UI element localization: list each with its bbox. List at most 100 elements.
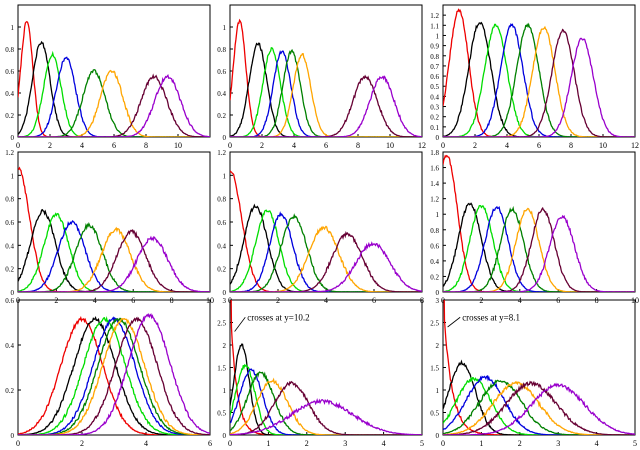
- y-tick-label: 0.7: [430, 63, 439, 71]
- series-group: [18, 20, 210, 137]
- series-line-curve-8: [18, 73, 210, 137]
- y-tick-label: 1.1: [430, 22, 439, 30]
- series-line-curve-1: [18, 166, 210, 292]
- y-tick-label: 0.8: [217, 196, 226, 204]
- x-tick-label: 4: [144, 439, 148, 448]
- x-tick-label: 1: [266, 439, 270, 448]
- plot-frame: [229, 4, 423, 138]
- y-tick-label: 0.6: [217, 219, 226, 227]
- series-line-curve-7: [230, 231, 422, 292]
- x-tick-label: 1: [479, 439, 483, 448]
- y-tick-label: 0.4: [5, 242, 14, 250]
- x-tick-label: 4: [505, 141, 509, 150]
- y-tick-label: 2: [223, 342, 227, 350]
- y-tick-label: 1: [223, 387, 227, 395]
- series-group: [230, 300, 422, 435]
- x-tick-label: 2: [473, 141, 477, 150]
- x-tick-label: 8: [356, 141, 360, 150]
- series-line-curve-4: [230, 211, 422, 292]
- y-tick-label: 1.5: [217, 365, 226, 373]
- x-tick-label: 2: [518, 439, 522, 448]
- annotation-leader: [447, 316, 461, 328]
- chart-panel-row1-col3: 0 2 4 6 8 10 12 0 0.1 0.2 0.3 0.4 0.5 0.6 0.7 0.8 0.9 1 1.…: [430, 4, 639, 150]
- y-tick-label: 0.5: [217, 410, 226, 418]
- y-tick-label: 0.2: [5, 266, 14, 274]
- series-group: [230, 170, 422, 292]
- x-tick-label: 10: [174, 141, 182, 150]
- plot-frame: [17, 299, 211, 436]
- y-tick-label: 1.2: [430, 12, 439, 20]
- y-tick-label: 1.5: [430, 365, 439, 373]
- series-line-curve-5: [230, 48, 422, 137]
- chart-panel-row3-col2: 0 1 2 3 4 5 0 0.5 1 1.5 2 2.5 3 crosses at y=10.2: [217, 297, 424, 448]
- series-line-curve-1: [18, 315, 210, 435]
- y-tick-label: 0.5: [430, 83, 439, 91]
- y-tick-label: 0: [436, 432, 440, 440]
- x-tick-label: 4: [80, 141, 84, 150]
- x-tick-label: 8: [569, 141, 573, 150]
- series-line-curve-7: [18, 229, 210, 292]
- series-line-curve-8: [230, 241, 422, 292]
- x-tick-label: 0: [228, 439, 232, 448]
- y-tick-label: 2: [436, 342, 440, 350]
- y-tick-label: 1: [11, 172, 15, 180]
- series-line-curve-1: [230, 18, 422, 137]
- y-tick-label: 2.5: [430, 320, 439, 328]
- series-line-curve-1: [443, 300, 635, 435]
- series-line-curve-3: [230, 46, 422, 137]
- x-tick-label: 6: [112, 141, 116, 150]
- plot-frame: [17, 151, 211, 293]
- series-group: [230, 18, 422, 137]
- y-tick-label: 1.2: [217, 149, 226, 157]
- y-tick-label: 0.2: [430, 114, 439, 122]
- series-line-curve-7: [18, 316, 210, 435]
- series-line-curve-1: [18, 20, 210, 137]
- y-tick-label: 1.2: [5, 149, 14, 157]
- y-tick-label: 1.6: [430, 165, 439, 173]
- series-line-curve-3: [18, 316, 210, 435]
- annotation-label: crosses at y=10.2: [247, 312, 309, 322]
- y-tick-label: 0.2: [5, 387, 14, 395]
- series-line-curve-3: [230, 363, 422, 435]
- series-line-curve-2: [443, 21, 635, 137]
- x-tick-label: 2: [260, 141, 264, 150]
- y-tick-label: 1.8: [430, 149, 439, 157]
- y-tick-label: 0: [436, 289, 440, 297]
- series-group: [443, 8, 635, 137]
- series-line-curve-2: [230, 42, 422, 137]
- series-line-curve-6: [230, 52, 422, 137]
- x-tick-label: 4: [382, 439, 386, 448]
- y-tick-label: 1: [223, 172, 227, 180]
- x-tick-label: 3: [556, 439, 560, 448]
- y-tick-label: 0.4: [430, 93, 439, 101]
- series-line-curve-6: [443, 380, 635, 435]
- x-tick-label: 6: [324, 141, 328, 150]
- y-tick-label: 0.3: [430, 104, 439, 112]
- y-tick-label: 0.6: [217, 68, 226, 76]
- chart-panel-row1-col1: 0 2 4 6 8 10 0 0.2 0.4 0.6 0.8 1: [5, 4, 211, 150]
- y-tick-label: 0: [223, 289, 227, 297]
- y-tick-label: 1: [436, 211, 440, 219]
- y-tick-label: 0.4: [217, 90, 226, 98]
- series-line-curve-1: [443, 8, 635, 137]
- series-line-curve-2: [230, 343, 422, 435]
- y-tick-label: 0.4: [430, 258, 439, 266]
- x-tick-label: 8: [144, 141, 148, 150]
- y-tick-label: 0.8: [430, 53, 439, 61]
- series-group: [18, 166, 210, 292]
- series-line-curve-7: [443, 380, 635, 435]
- x-tick-label: 0: [441, 141, 445, 150]
- y-tick-label: 0.8: [5, 196, 14, 204]
- y-tick-label: 3: [436, 297, 440, 305]
- chart-panel-row3-col1: 0 2 4 6 0 0.2 0.4 0.6: [5, 297, 212, 448]
- x-tick-label: 12: [631, 141, 639, 150]
- x-tick-label: 4: [292, 141, 296, 150]
- x-tick-label: 0: [16, 141, 20, 150]
- y-tick-label: 0.6: [5, 297, 14, 305]
- y-tick-label: 0.4: [5, 342, 14, 350]
- y-tick-label: 0: [11, 134, 15, 142]
- x-tick-label: 2: [80, 439, 84, 448]
- y-tick-label: 0: [436, 134, 440, 142]
